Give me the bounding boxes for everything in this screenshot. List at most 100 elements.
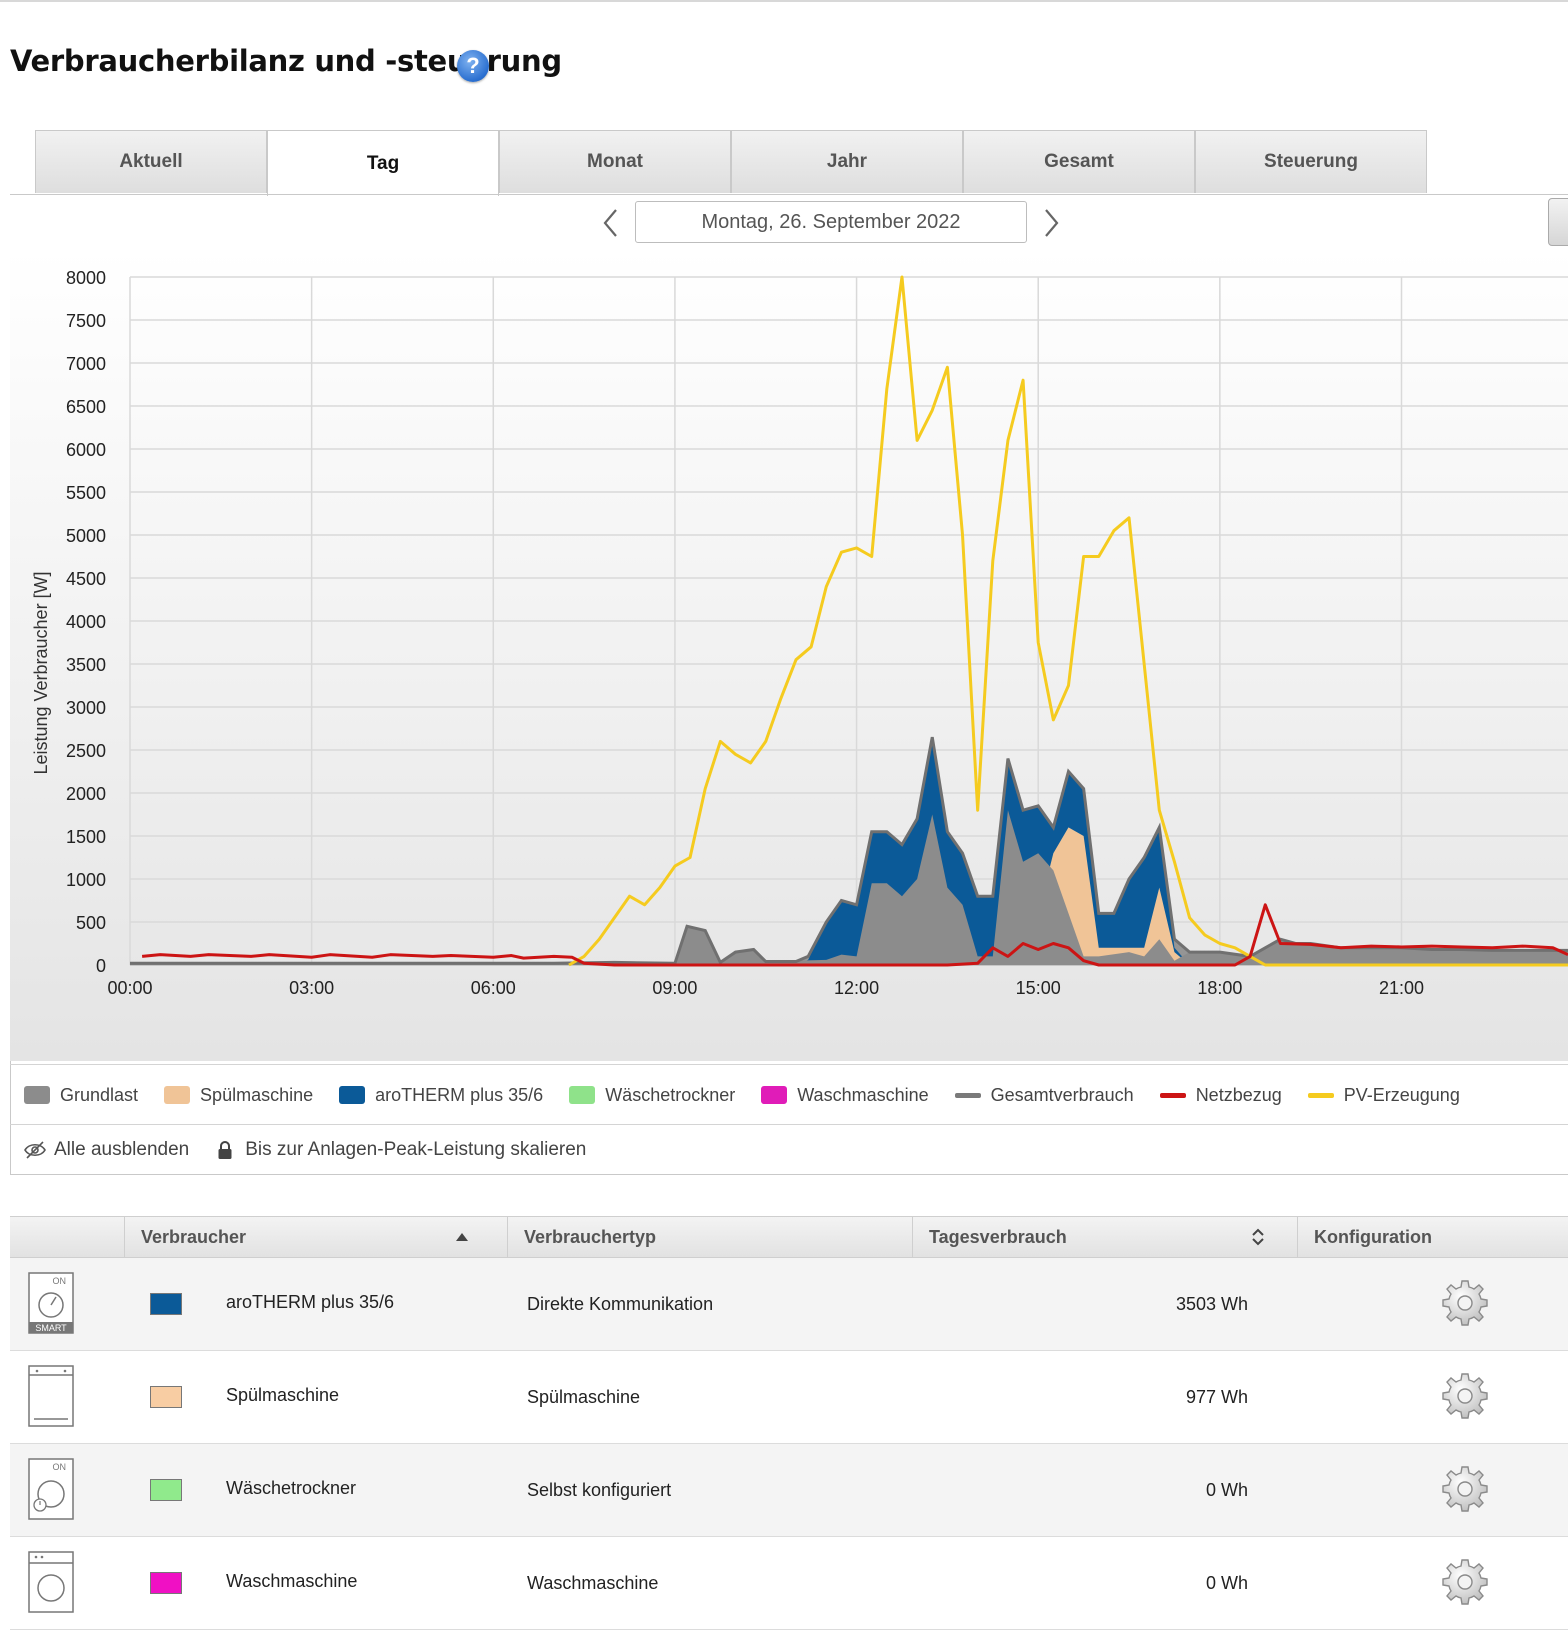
chart-legend: Grundlast Spülmaschine aroTHERM plus 35/6 W…: [10, 1064, 1568, 1125]
y-tick-label: 3000: [66, 698, 106, 718]
washing-machine-icon: [28, 1551, 74, 1613]
legend-swatch: [954, 1092, 981, 1098]
line-netzbezug: [141, 903, 1568, 967]
legend-label: aroTHERM plus 35/6: [375, 1084, 544, 1105]
tab-aktuell[interactable]: Aktuell: [35, 130, 267, 193]
table-row[interactable]: ON Wäschetrockner Selbst konfiguriert 0 …: [10, 1444, 1568, 1537]
daily-consumption: 0 Wh: [1205, 1480, 1248, 1500]
tab-tag[interactable]: Tag: [267, 130, 499, 196]
chevron-right-icon[interactable]: [1040, 206, 1062, 240]
consumer-name: Spülmaschine: [226, 1385, 340, 1405]
y-tick-label: 2000: [66, 784, 106, 804]
gear-icon[interactable]: [1440, 1278, 1490, 1328]
scale-peak-label: Bis zur Anlagen-Peak-Leistung skalieren: [245, 1139, 587, 1160]
tab-divider: [10, 194, 1568, 195]
legend-label: Netzbezug: [1195, 1084, 1282, 1105]
y-tick-label: 6500: [66, 397, 106, 417]
y-tick-label: 6000: [66, 440, 106, 460]
legend-swatch: [569, 1086, 596, 1104]
legend-item[interactable]: aroTHERM plus 35/6: [339, 1085, 543, 1106]
y-tick-label: 5500: [66, 483, 106, 503]
legend-item[interactable]: Grundlast: [24, 1085, 138, 1106]
header-config-label: Konfiguration: [1314, 1227, 1432, 1247]
legend-swatch: [24, 1086, 50, 1104]
color-swatch: [150, 1479, 182, 1501]
consumer-type: Selbst konfiguriert: [527, 1480, 672, 1500]
dishwasher-icon: [28, 1365, 74, 1427]
hide-all-toggle[interactable]: Alle ausblenden: [24, 1139, 189, 1161]
gear-icon[interactable]: [1440, 1557, 1490, 1607]
header-type[interactable]: Verbrauchertyp: [507, 1217, 912, 1257]
icon-on-label: ON: [53, 1462, 67, 1472]
tab-bar: Aktuell Tag Monat Jahr Gesamt Steuerung: [35, 130, 1427, 196]
y-tick-label: 500: [76, 913, 106, 933]
header-consumer[interactable]: Verbraucher: [124, 1217, 507, 1257]
y-tick-label: 0: [96, 956, 106, 976]
table-row[interactable]: Spülmaschine Spülmaschine 977 Wh: [10, 1351, 1568, 1444]
consumption-chart: 0 500 1000 1500 2000 2500 3000 3500 4000 4500 5000…: [10, 249, 1568, 1061]
scale-peak-toggle[interactable]: Bis zur Anlagen-Peak-Leistung skalieren: [217, 1139, 586, 1161]
color-swatch: [150, 1293, 182, 1315]
y-tick-label: 4500: [66, 569, 106, 589]
legend-swatch: [164, 1086, 191, 1104]
y-tick-label: 7500: [66, 311, 106, 331]
legend-item[interactable]: Spülmaschine: [164, 1085, 313, 1106]
x-tick-label: 00:00: [107, 978, 152, 998]
x-tick-label: 15:00: [1016, 978, 1061, 998]
gear-icon[interactable]: [1440, 1464, 1490, 1514]
chart-background: [10, 249, 1568, 1061]
lock-icon: [218, 1141, 232, 1159]
y-tick-label: 4000: [66, 612, 106, 632]
y-axis-label: Leistung Verbraucher [W]: [31, 571, 51, 774]
header-daily[interactable]: Tagesverbrauch: [912, 1217, 1297, 1257]
legend-swatch: [339, 1086, 366, 1104]
legend-swatch: [1307, 1092, 1334, 1098]
tab-gesamt[interactable]: Gesamt: [963, 130, 1195, 193]
legend-item[interactable]: Gesamtverbrauch: [954, 1084, 1134, 1106]
sort-ascending-icon[interactable]: [455, 1232, 469, 1242]
consumer-type: Direkte Kommunikation: [527, 1294, 714, 1314]
top-divider: [0, 0, 1568, 2]
consumer-type: Spülmaschine: [527, 1387, 641, 1407]
tab-steuerung[interactable]: Steuerung: [1195, 130, 1427, 193]
legend-label: Grundlast: [60, 1084, 139, 1105]
help-icon[interactable]: ?: [457, 50, 489, 82]
x-tick-label: 12:00: [834, 978, 879, 998]
side-menu-button[interactable]: [1548, 198, 1568, 246]
legend-label: Spülmaschine: [200, 1084, 314, 1105]
sort-toggle-icon[interactable]: [1251, 1227, 1265, 1247]
hide-all-label: Alle ausblenden: [54, 1139, 190, 1160]
legend-item[interactable]: Netzbezug: [1159, 1084, 1282, 1106]
legend-label: Waschmaschine: [797, 1084, 929, 1105]
legend-item[interactable]: PV-Erzeugung: [1307, 1084, 1460, 1106]
x-tick-label: 03:00: [289, 978, 334, 998]
gear-icon[interactable]: [1440, 1371, 1490, 1421]
legend-swatch: [1159, 1092, 1186, 1098]
header-daily-label: Tagesverbrauch: [929, 1227, 1067, 1247]
chart-options: Alle ausblenden Bis zur Anlagen-Peak-Lei…: [10, 1124, 1568, 1175]
chevron-left-icon[interactable]: [600, 206, 622, 240]
legend-label: PV-Erzeugung: [1343, 1084, 1460, 1105]
legend-item[interactable]: Wäschetrockner: [569, 1085, 735, 1106]
x-tick-label: 09:00: [652, 978, 697, 998]
line-pv-erzeugung: [568, 275, 1568, 967]
y-tick-label: 2500: [66, 741, 106, 761]
table-row[interactable]: Waschmaschine Waschmaschine 0 Wh: [10, 1537, 1568, 1630]
header-consumer-label: Verbraucher: [141, 1227, 247, 1247]
daily-consumption: 0 Wh: [1205, 1573, 1248, 1593]
date-display[interactable]: Montag, 26. September 2022: [635, 201, 1027, 243]
tab-monat[interactable]: Monat: [499, 130, 731, 193]
legend-item[interactable]: Waschmaschine: [761, 1084, 929, 1106]
eye-off-icon: [24, 1141, 46, 1159]
daily-consumption: 3503 Wh: [1175, 1294, 1248, 1314]
header-type-label: Verbrauchertyp: [524, 1227, 657, 1247]
x-tick-label: 21:00: [1379, 978, 1424, 998]
x-tick-label: 18:00: [1197, 978, 1242, 998]
tab-jahr[interactable]: Jahr: [731, 130, 963, 193]
consumer-name: Waschmaschine: [226, 1571, 358, 1591]
icon-smart-label: SMART: [35, 1323, 67, 1333]
table-header: Verbraucher Verbrauchertyp Tagesverbrauc…: [10, 1216, 1568, 1258]
table-row[interactable]: ON SMART aroTHERM plus 35/6 Direkte Komm…: [10, 1258, 1568, 1351]
legend-label: Gesamtverbrauch: [990, 1084, 1134, 1105]
y-tick-label: 5000: [66, 526, 106, 546]
